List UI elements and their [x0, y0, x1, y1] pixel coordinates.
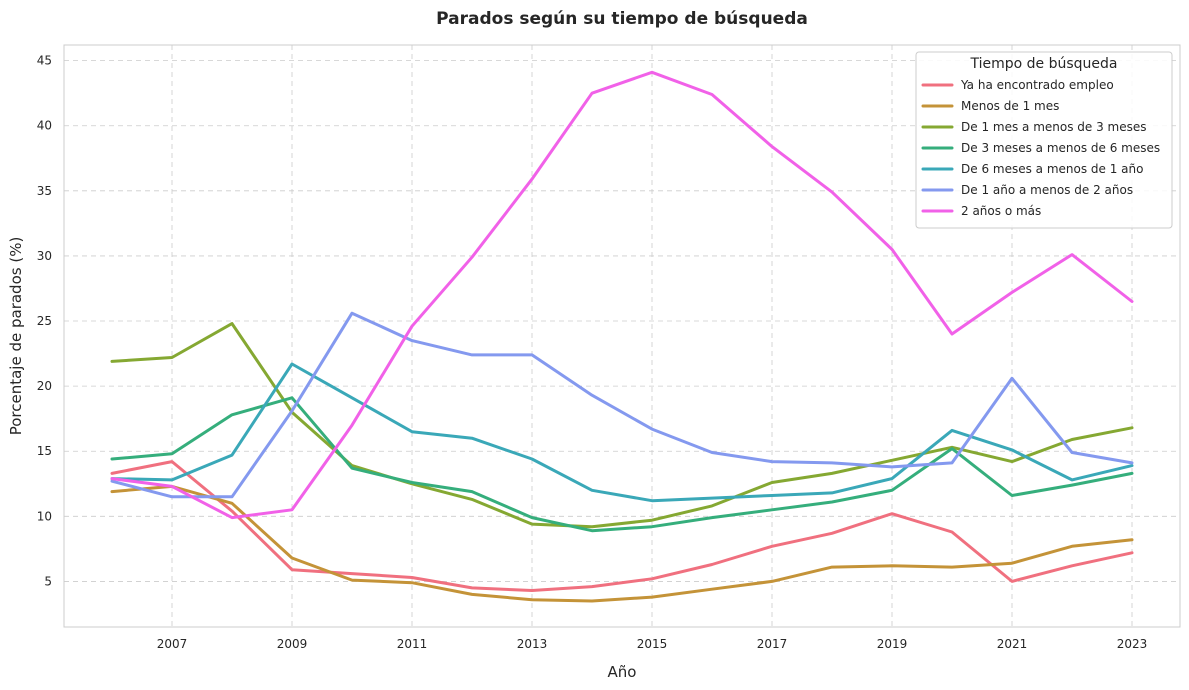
y-tick-labels: 5 10 15 20 25 30 35 40 45 [37, 54, 52, 589]
legend-items: Ya ha encontrado empleo Menos de 1 mes De … [921, 78, 1160, 218]
legend-label: De 6 meses a menos de 1 año [961, 162, 1143, 176]
x-tick-labels: 2007 2009 2011 2013 2015 2017 2019 2021 2023 [157, 637, 1148, 651]
series-line-de-6-meses-a-menos-de-1-ano [110, 362, 1134, 503]
x-tick-label: 2009 [277, 637, 308, 651]
y-tick-label: 35 [37, 184, 52, 198]
x-tick-label: 2013 [517, 637, 548, 651]
y-tick-label: 45 [37, 54, 52, 68]
y-tick-label: 5 [44, 574, 52, 588]
y-tick-label: 40 [37, 119, 52, 133]
x-tick-label: 2011 [397, 637, 428, 651]
series-line-de-1-ano-a-menos-de-2-anos [110, 311, 1134, 499]
series-line-2-anos-o-mas [110, 70, 1134, 520]
y-tick-label: 30 [37, 249, 52, 263]
legend-label: De 3 meses a menos de 6 meses [961, 141, 1160, 155]
legend-label: Ya ha encontrado empleo [960, 78, 1114, 92]
x-axis-label: Año [608, 663, 637, 681]
x-tick-label: 2021 [997, 637, 1028, 651]
x-tick-label: 2015 [637, 637, 668, 651]
y-tick-label: 20 [37, 379, 52, 393]
y-tick-label: 15 [37, 444, 52, 458]
x-tick-label: 2019 [877, 637, 908, 651]
y-tick-label: 10 [37, 509, 52, 523]
y-axis-label: Porcentaje de parados (%) [7, 237, 25, 436]
x-tick-label: 2007 [157, 637, 188, 651]
legend-box [915, 51, 1173, 229]
series-lines [110, 70, 1134, 603]
legend-label: Menos de 1 mes [961, 99, 1059, 113]
legend: Tiempo de búsqueda Ya ha encontrado empl… [915, 51, 1173, 229]
legend-label: De 1 mes a menos de 3 meses [961, 120, 1147, 134]
series-line-de-3-meses-a-menos-de-6-meses [110, 396, 1134, 533]
plot-frame [63, 44, 1181, 628]
series-line-menos-de-1-mes [110, 484, 1134, 603]
legend-label: De 1 año a menos de 2 años [961, 183, 1133, 197]
x-tick-label: 2017 [757, 637, 788, 651]
legend-label: 2 años o más [961, 204, 1041, 218]
series-line-ya-ha-encontrado-empleo [110, 460, 1134, 592]
legend-title: Tiempo de búsqueda [969, 56, 1117, 72]
x-tick-label: 2023 [1117, 637, 1148, 651]
chart-title: Parados según su tiempo de búsqueda [436, 9, 808, 29]
y-tick-label: 25 [37, 314, 52, 328]
